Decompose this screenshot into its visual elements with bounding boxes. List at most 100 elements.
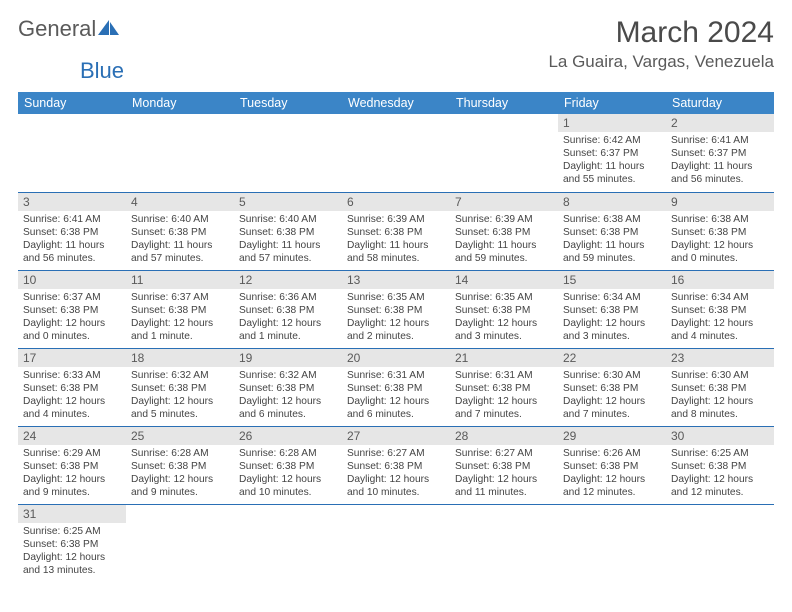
day-details: Sunrise: 6:40 AMSunset: 6:38 PMDaylight:… (126, 211, 234, 269)
daylight-text: Daylight: 11 hours and 59 minutes. (563, 239, 661, 265)
daylight-text: Daylight: 11 hours and 57 minutes. (131, 239, 229, 265)
day-number: 3 (18, 193, 126, 211)
day-cell: 19Sunrise: 6:32 AMSunset: 6:38 PMDayligh… (234, 348, 342, 426)
day-number: 23 (666, 349, 774, 367)
sunrise-text: Sunrise: 6:34 AM (563, 291, 661, 304)
sunrise-text: Sunrise: 6:31 AM (455, 369, 553, 382)
sunset-text: Sunset: 6:38 PM (131, 304, 229, 317)
day-details: Sunrise: 6:35 AMSunset: 6:38 PMDaylight:… (342, 289, 450, 347)
daylight-text: Daylight: 12 hours and 0 minutes. (671, 239, 769, 265)
empty-cell (234, 114, 342, 192)
day-cell: 4Sunrise: 6:40 AMSunset: 6:38 PMDaylight… (126, 192, 234, 270)
sunrise-text: Sunrise: 6:37 AM (131, 291, 229, 304)
day-number: 10 (18, 271, 126, 289)
day-number: 31 (18, 505, 126, 523)
sunrise-text: Sunrise: 6:41 AM (671, 134, 769, 147)
day-details: Sunrise: 6:29 AMSunset: 6:38 PMDaylight:… (18, 445, 126, 503)
day-cell: 8Sunrise: 6:38 AMSunset: 6:38 PMDaylight… (558, 192, 666, 270)
sunrise-text: Sunrise: 6:28 AM (239, 447, 337, 460)
logo-word-2: Blue (80, 58, 124, 83)
day-number: 12 (234, 271, 342, 289)
daylight-text: Daylight: 11 hours and 58 minutes. (347, 239, 445, 265)
weekday-header: Thursday (450, 92, 558, 114)
daylight-text: Daylight: 12 hours and 4 minutes. (23, 395, 121, 421)
daylight-text: Daylight: 12 hours and 6 minutes. (347, 395, 445, 421)
day-details: Sunrise: 6:25 AMSunset: 6:38 PMDaylight:… (666, 445, 774, 503)
daylight-text: Daylight: 12 hours and 8 minutes. (671, 395, 769, 421)
sail-icon (98, 16, 120, 42)
sunrise-text: Sunrise: 6:30 AM (563, 369, 661, 382)
daylight-text: Daylight: 12 hours and 9 minutes. (131, 473, 229, 499)
daylight-text: Daylight: 12 hours and 6 minutes. (239, 395, 337, 421)
day-details: Sunrise: 6:41 AMSunset: 6:37 PMDaylight:… (666, 132, 774, 190)
day-cell: 18Sunrise: 6:32 AMSunset: 6:38 PMDayligh… (126, 348, 234, 426)
sunrise-text: Sunrise: 6:41 AM (23, 213, 121, 226)
day-number: 8 (558, 193, 666, 211)
daylight-text: Daylight: 12 hours and 9 minutes. (23, 473, 121, 499)
sunrise-text: Sunrise: 6:38 AM (563, 213, 661, 226)
sunrise-text: Sunrise: 6:31 AM (347, 369, 445, 382)
day-cell: 10Sunrise: 6:37 AMSunset: 6:38 PMDayligh… (18, 270, 126, 348)
sunset-text: Sunset: 6:38 PM (563, 460, 661, 473)
day-cell: 13Sunrise: 6:35 AMSunset: 6:38 PMDayligh… (342, 270, 450, 348)
sunrise-text: Sunrise: 6:26 AM (563, 447, 661, 460)
daylight-text: Daylight: 12 hours and 10 minutes. (347, 473, 445, 499)
daylight-text: Daylight: 12 hours and 7 minutes. (563, 395, 661, 421)
daylight-text: Daylight: 12 hours and 3 minutes. (455, 317, 553, 343)
day-details: Sunrise: 6:28 AMSunset: 6:38 PMDaylight:… (126, 445, 234, 503)
daylight-text: Daylight: 11 hours and 56 minutes. (23, 239, 121, 265)
daylight-text: Daylight: 11 hours and 55 minutes. (563, 160, 661, 186)
day-cell: 15Sunrise: 6:34 AMSunset: 6:38 PMDayligh… (558, 270, 666, 348)
day-details: Sunrise: 6:41 AMSunset: 6:38 PMDaylight:… (18, 211, 126, 269)
sunrise-text: Sunrise: 6:29 AM (23, 447, 121, 460)
sunset-text: Sunset: 6:38 PM (23, 226, 121, 239)
day-details: Sunrise: 6:38 AMSunset: 6:38 PMDaylight:… (558, 211, 666, 269)
calendar-table: Sunday Monday Tuesday Wednesday Thursday… (18, 92, 774, 582)
sunrise-text: Sunrise: 6:32 AM (239, 369, 337, 382)
calendar-row: 10Sunrise: 6:37 AMSunset: 6:38 PMDayligh… (18, 270, 774, 348)
sunrise-text: Sunrise: 6:25 AM (671, 447, 769, 460)
day-cell: 16Sunrise: 6:34 AMSunset: 6:38 PMDayligh… (666, 270, 774, 348)
sunrise-text: Sunrise: 6:40 AM (131, 213, 229, 226)
day-details: Sunrise: 6:36 AMSunset: 6:38 PMDaylight:… (234, 289, 342, 347)
day-cell: 26Sunrise: 6:28 AMSunset: 6:38 PMDayligh… (234, 426, 342, 504)
daylight-text: Daylight: 12 hours and 12 minutes. (671, 473, 769, 499)
day-details: Sunrise: 6:40 AMSunset: 6:38 PMDaylight:… (234, 211, 342, 269)
sunset-text: Sunset: 6:38 PM (23, 460, 121, 473)
sunset-text: Sunset: 6:38 PM (239, 382, 337, 395)
sunset-text: Sunset: 6:38 PM (671, 382, 769, 395)
empty-cell (126, 114, 234, 192)
daylight-text: Daylight: 12 hours and 13 minutes. (23, 551, 121, 577)
sunrise-text: Sunrise: 6:35 AM (455, 291, 553, 304)
daylight-text: Daylight: 11 hours and 59 minutes. (455, 239, 553, 265)
sunrise-text: Sunrise: 6:27 AM (347, 447, 445, 460)
weekday-header: Friday (558, 92, 666, 114)
sunrise-text: Sunrise: 6:34 AM (671, 291, 769, 304)
day-cell: 31Sunrise: 6:25 AMSunset: 6:38 PMDayligh… (18, 504, 126, 582)
empty-cell (450, 114, 558, 192)
day-cell: 17Sunrise: 6:33 AMSunset: 6:38 PMDayligh… (18, 348, 126, 426)
day-details: Sunrise: 6:42 AMSunset: 6:37 PMDaylight:… (558, 132, 666, 190)
daylight-text: Daylight: 12 hours and 3 minutes. (563, 317, 661, 343)
daylight-text: Daylight: 12 hours and 10 minutes. (239, 473, 337, 499)
day-details: Sunrise: 6:31 AMSunset: 6:38 PMDaylight:… (342, 367, 450, 425)
day-cell: 29Sunrise: 6:26 AMSunset: 6:38 PMDayligh… (558, 426, 666, 504)
daylight-text: Daylight: 12 hours and 7 minutes. (455, 395, 553, 421)
day-details: Sunrise: 6:32 AMSunset: 6:38 PMDaylight:… (126, 367, 234, 425)
day-details: Sunrise: 6:32 AMSunset: 6:38 PMDaylight:… (234, 367, 342, 425)
calendar-row: 17Sunrise: 6:33 AMSunset: 6:38 PMDayligh… (18, 348, 774, 426)
sunset-text: Sunset: 6:38 PM (23, 538, 121, 551)
weekday-header: Wednesday (342, 92, 450, 114)
day-details: Sunrise: 6:27 AMSunset: 6:38 PMDaylight:… (450, 445, 558, 503)
empty-cell (666, 504, 774, 582)
day-details: Sunrise: 6:33 AMSunset: 6:38 PMDaylight:… (18, 367, 126, 425)
day-number: 27 (342, 427, 450, 445)
day-details: Sunrise: 6:37 AMSunset: 6:38 PMDaylight:… (18, 289, 126, 347)
sunrise-text: Sunrise: 6:36 AM (239, 291, 337, 304)
weekday-header-row: Sunday Monday Tuesday Wednesday Thursday… (18, 92, 774, 114)
day-details: Sunrise: 6:30 AMSunset: 6:38 PMDaylight:… (666, 367, 774, 425)
day-number: 2 (666, 114, 774, 132)
day-number: 6 (342, 193, 450, 211)
empty-cell (126, 504, 234, 582)
sunset-text: Sunset: 6:38 PM (671, 304, 769, 317)
